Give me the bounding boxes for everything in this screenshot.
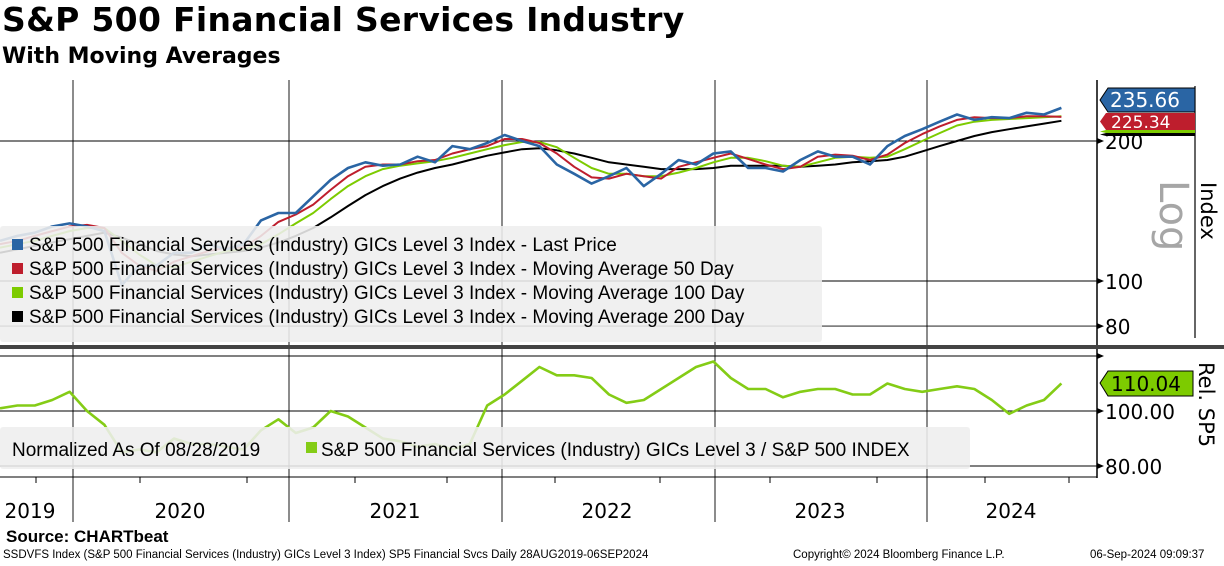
chart-subtitle: With Moving Averages (2, 44, 281, 69)
legend-swatch (12, 263, 23, 274)
panel-separator[interactable] (0, 345, 1224, 349)
upper-y-tick-label: 80 (1105, 315, 1130, 339)
ma200-tag (1100, 133, 1195, 136)
ma50-value: 225.34 (1111, 113, 1170, 133)
source-label: Source: CHARTbeat (6, 527, 169, 546)
x-axis: 2019 2020 2021 2022 2023 2024 (5, 477, 1070, 523)
x-tick-label: 2021 (370, 499, 421, 523)
ma100-tag (1100, 130, 1195, 133)
normalized-label: Normalized As Of 08/28/2019 (12, 440, 260, 461)
legend-swatch (12, 311, 23, 322)
upper-y-tick-label: 100 (1105, 270, 1143, 294)
ma50-tag (1100, 113, 1195, 130)
legend-swatch-rel (306, 442, 317, 453)
legend-label-rel: S&P 500 Financial Services (Industry) GI… (321, 440, 910, 461)
log-scale-label: Log (1150, 180, 1196, 251)
rel-tag (1099, 370, 1194, 397)
chart-title: S&P 500 Financial Services Industry (2, 0, 685, 39)
footer-copyright: Copyright© 2024 Bloomberg Finance L.P. (793, 549, 1005, 561)
legend-label: S&P 500 Financial Services (Industry) GI… (29, 235, 617, 256)
legend-swatch (12, 239, 23, 250)
legend-label: S&P 500 Financial Services (Industry) GI… (29, 307, 745, 328)
legend-swatch (12, 287, 23, 298)
tick-arrow (1097, 323, 1104, 330)
upper-legend: S&P 500 Financial Services (Industry) GI… (12, 235, 745, 328)
x-tick-label: 2019 (5, 499, 56, 523)
lower-y-tick-label: 80.00 (1105, 455, 1162, 479)
tick-arrow (1097, 278, 1104, 284)
tick-arrow (1097, 353, 1104, 359)
tick-arrow (1097, 463, 1104, 469)
lower-axis-title: Rel. SP5 (1194, 362, 1218, 447)
lower-legend-box (0, 427, 970, 469)
legend-label: S&P 500 Financial Services (Industry) GI… (29, 283, 745, 304)
lower-y-axis: 100.00 80.00 (1097, 353, 1175, 479)
footer-timestamp: 06-Sep-2024 09:09:37 (1090, 549, 1205, 561)
lower-y-tick-label: 100.00 (1105, 400, 1175, 424)
footer-description: SSDVFS Index (S&P 500 Financial Services… (3, 549, 649, 561)
upper-legend-box (0, 226, 822, 342)
x-tick-label: 2022 (582, 499, 633, 523)
price-tag (1099, 87, 1196, 113)
x-tick-label: 2020 (155, 499, 206, 523)
x-tick-label: 2024 (986, 499, 1037, 523)
price-value: 235.66 (1110, 88, 1180, 112)
tick-arrow (1097, 138, 1104, 144)
x-tick-label: 2023 (795, 499, 846, 523)
legend-label: S&P 500 Financial Services (Industry) GI… (29, 259, 734, 280)
upper-axis-title: Index (1196, 182, 1220, 240)
tick-arrow (1097, 408, 1104, 414)
rel-value: 110.04 (1111, 372, 1181, 396)
